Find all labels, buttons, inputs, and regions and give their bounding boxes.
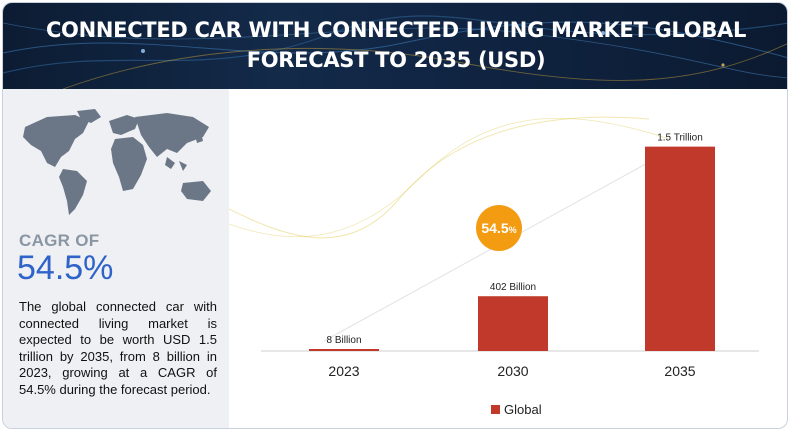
world-map-icon [23, 109, 211, 215]
cagr-badge-text: 54.5% [481, 220, 516, 236]
x-tick-label-2023: 2023 [328, 363, 359, 379]
title-line-2: FORECAST TO 2035 (USD) [246, 48, 546, 72]
cagr-badge: 54.5% [476, 205, 522, 251]
cagr-badge-circle [476, 205, 522, 251]
header-light-trails [3, 15, 787, 89]
bar-2030 [478, 296, 548, 351]
data-label-2023: 8 Billion [326, 335, 361, 346]
header-banner: CONNECTED CAR WITH CONNECTED LIVING MARK… [3, 3, 787, 89]
market-description: The global connected car with connected … [19, 299, 217, 397]
cagr-value: 54.5% [17, 249, 114, 287]
chart-background-curves [229, 116, 670, 239]
data-label-2035: 1.5 Trillion [657, 133, 703, 144]
x-tick-label-2030: 2030 [497, 363, 528, 379]
legend-label-global: Global [504, 402, 542, 417]
title-line-1: CONNECTED CAR WITH CONNECTED LIVING MARK… [45, 18, 747, 42]
legend-swatch-global [491, 405, 500, 414]
cagr-label: CAGR OF [19, 231, 100, 250]
bar-2035 [645, 146, 715, 351]
x-tick-label-2035: 2035 [664, 363, 695, 379]
chart-legend: Global [491, 402, 542, 417]
bar-chart: 8 Billion 2023 402 Billion 2030 1.5 Trillion… [229, 116, 759, 417]
sidebar-panel: CAGR OF 54.5% The global connected car w… [3, 89, 229, 428]
page-title: CONNECTED CAR WITH CONNECTED LIVING MARK… [3, 15, 787, 75]
data-label-2030: 402 Billion [490, 282, 536, 293]
bar-2023 [309, 349, 379, 351]
